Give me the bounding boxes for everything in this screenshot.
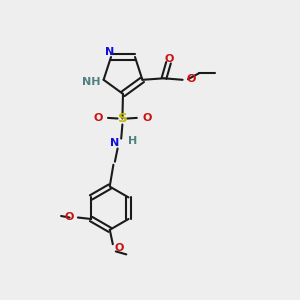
Text: O: O [186, 74, 196, 84]
Text: O: O [65, 212, 74, 223]
Text: O: O [164, 54, 174, 64]
Text: N: N [105, 47, 114, 58]
Text: N: N [110, 138, 119, 148]
Text: H: H [128, 136, 138, 146]
Text: NH: NH [82, 77, 100, 87]
Text: O: O [142, 113, 152, 123]
Text: O: O [114, 243, 124, 254]
Text: O: O [93, 113, 103, 123]
Text: S: S [118, 112, 127, 125]
